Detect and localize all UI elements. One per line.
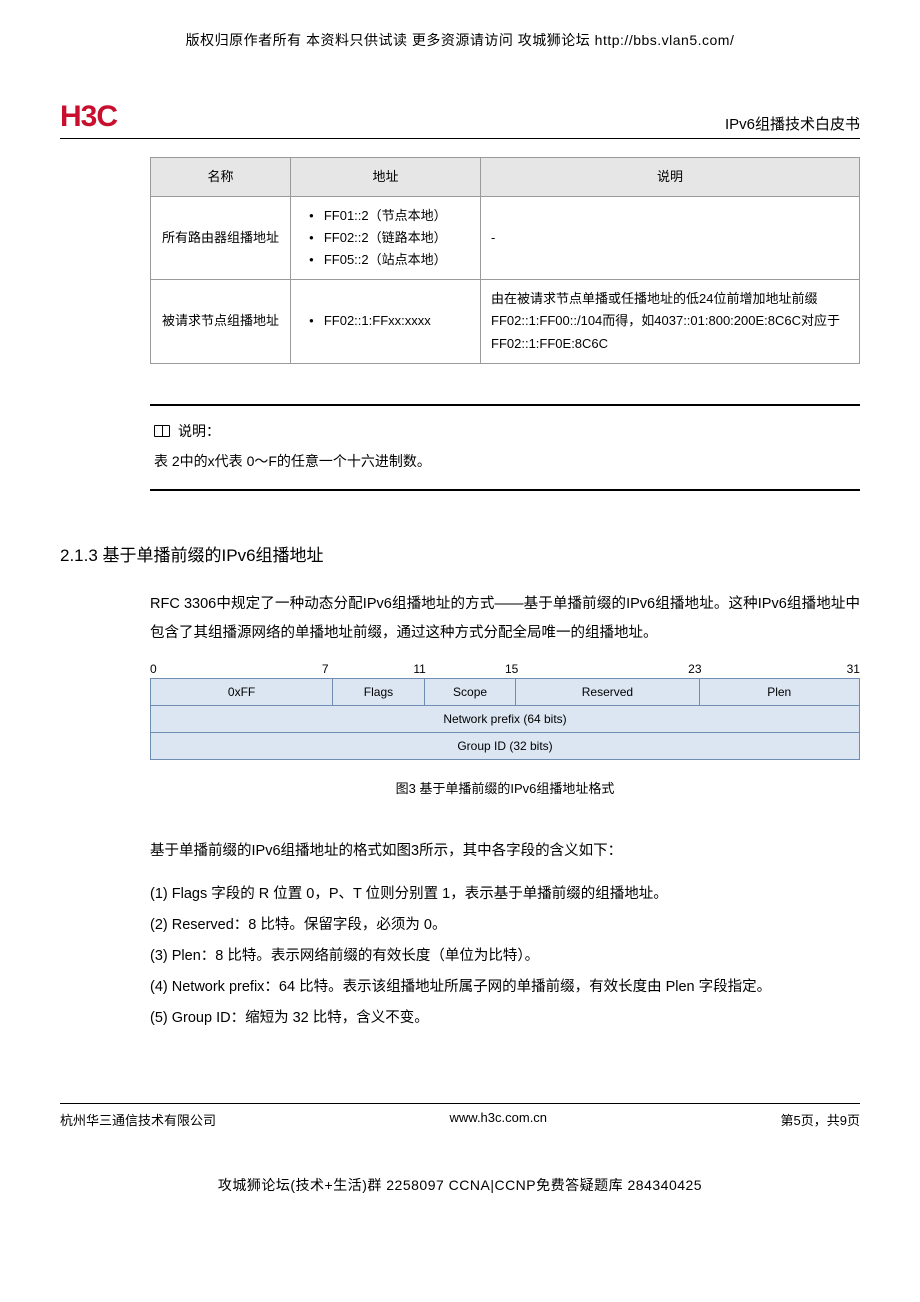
intro-paragraph: RFC 3306中规定了一种动态分配IPv6组播地址的方式——基于单播前缀的IP… (150, 590, 860, 648)
section-body: RFC 3306中规定了一种动态分配IPv6组播地址的方式——基于单播前缀的IP… (60, 590, 860, 1033)
content-area: 名称 地址 说明 所有路由器组播地址 FF01::2（节点本地） FF02::2… (60, 157, 860, 491)
section-heading: 2.1.3 基于单播前缀的IPv6组播地址 (60, 541, 860, 566)
footer-url: www.h3c.com.cn (450, 1110, 548, 1129)
list-item: (3) Plen：8 比特。表示网络前缀的有效长度（单位为比特）。 (150, 942, 860, 971)
bf-row-2: Network prefix (64 bits) (150, 706, 860, 733)
note-label: 说明： (178, 418, 220, 445)
addr-item: FF02::1:FFxx:xxxx (309, 310, 470, 332)
bf-cell: Flags (333, 678, 425, 706)
footer-rule (60, 1103, 860, 1104)
bit-tick: 23 (688, 662, 846, 676)
field-list: (1) Flags 字段的 R 位置 0，P、T 位则分别置 1，表示基于单播前… (150, 880, 860, 1033)
addr-item: FF01::2（节点本地） (309, 205, 470, 227)
after-fig-paragraph: 基于单播前缀的IPv6组播地址的格式如图3所示，其中各字段的含义如下： (150, 837, 860, 866)
bit-tick-row: 0 7 11 15 23 31 (150, 662, 860, 676)
cell-addr: FF01::2（节点本地） FF02::2（链路本地） FF05::2（站点本地… (291, 197, 481, 280)
top-watermark: 版权归原作者所有 本资料只供试读 更多资源请访问 攻城狮论坛 http://bb… (60, 30, 860, 50)
bit-tick: 7 (322, 662, 414, 676)
bf-cell: Reserved (516, 678, 699, 706)
bf-cell: Plen (700, 678, 860, 706)
doc-title: IPv6组播技术白皮书 (725, 113, 860, 134)
book-icon (154, 425, 170, 437)
brand-logo: H3C (60, 100, 117, 134)
bf-row-1: 0xFF Flags Scope Reserved Plen (150, 678, 860, 706)
bit-tick: 11 (413, 662, 505, 676)
footer-page: 第5页，共9页 (781, 1110, 860, 1129)
figure-caption: 图3 基于单播前缀的IPv6组播地址格式 (150, 778, 860, 797)
bf-cell: Scope (425, 678, 517, 706)
cell-addr: FF02::1:FFxx:xxxx (291, 280, 481, 363)
page-header: H3C IPv6组播技术白皮书 (60, 100, 860, 139)
th-desc: 说明 (481, 158, 860, 197)
page-footer: 杭州华三通信技术有限公司 www.h3c.com.cn 第5页，共9页 (60, 1110, 860, 1129)
addr-item: FF02::2（链路本地） (309, 227, 470, 249)
bf-cell: 0xFF (150, 678, 333, 706)
note-box: 说明： 表 2中的x代表 0～F的任意一个十六进制数。 (150, 404, 860, 491)
list-item: (2) Reserved：8 比特。保留字段，必须为 0。 (150, 911, 860, 940)
footer-company: 杭州华三通信技术有限公司 (60, 1110, 216, 1129)
cell-desc: 由在被请求节点单播或任播地址的低24位前增加地址前缀FF02::1:FF00::… (481, 280, 860, 363)
th-addr: 地址 (291, 158, 481, 197)
bit-tick: 15 (505, 662, 688, 676)
page-root: 版权归原作者所有 本资料只供试读 更多资源请访问 攻城狮论坛 http://bb… (0, 0, 920, 1215)
bottom-watermark: 攻城狮论坛(技术+生活)群 2258097 CCNA|CCNP免费答疑题库 28… (60, 1175, 860, 1195)
address-table: 名称 地址 说明 所有路由器组播地址 FF01::2（节点本地） FF02::2… (150, 157, 860, 364)
th-name: 名称 (151, 158, 291, 197)
table-row: 被请求节点组播地址 FF02::1:FFxx:xxxx 由在被请求节点单播或任播… (151, 280, 860, 363)
bit-tick: 0 (150, 662, 322, 676)
note-heading: 说明： (154, 418, 856, 445)
note-text: 表 2中的x代表 0～F的任意一个十六进制数。 (154, 448, 856, 475)
list-item: (1) Flags 字段的 R 位置 0，P、T 位则分别置 1，表示基于单播前… (150, 880, 860, 909)
bit-tick: 31 (846, 662, 860, 676)
bf-cell: Network prefix (64 bits) (150, 706, 860, 733)
list-item: (5) Group ID：缩短为 32 比特，含义不变。 (150, 1004, 860, 1033)
cell-name: 被请求节点组播地址 (151, 280, 291, 363)
bitfield-diagram: 0 7 11 15 23 31 0xFF Flags Scope Reserve… (150, 662, 860, 760)
table-row: 所有路由器组播地址 FF01::2（节点本地） FF02::2（链路本地） FF… (151, 197, 860, 280)
list-item: (4) Network prefix：64 比特。表示该组播地址所属子网的单播前… (150, 973, 860, 1002)
cell-desc: - (481, 197, 860, 280)
addr-item: FF05::2（站点本地） (309, 249, 470, 271)
bf-cell: Group ID (32 bits) (150, 733, 860, 760)
bf-row-3: Group ID (32 bits) (150, 733, 860, 760)
cell-name: 所有路由器组播地址 (151, 197, 291, 280)
